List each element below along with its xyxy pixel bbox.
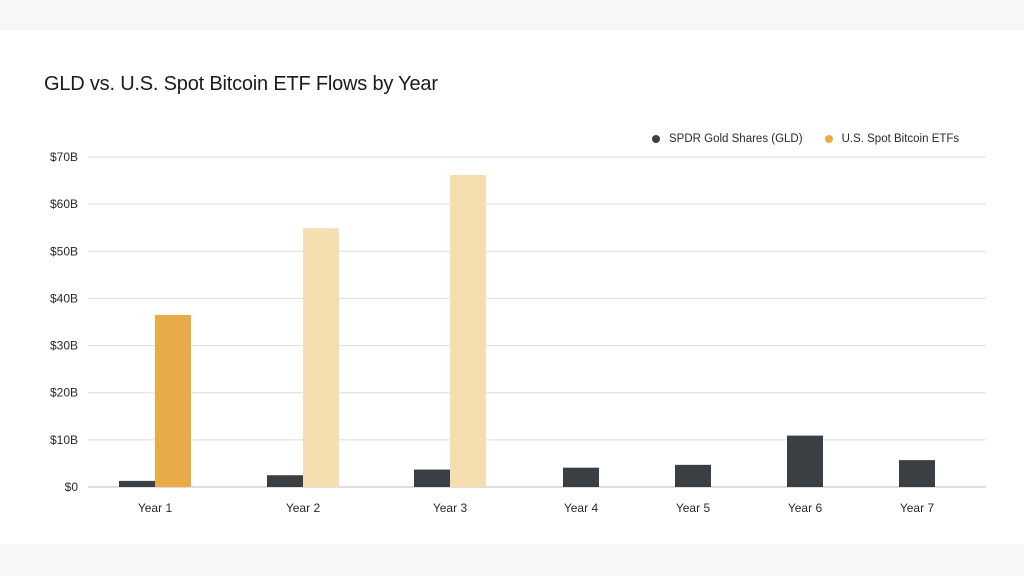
x-tick-label: Year 6: [788, 501, 823, 515]
bar-gld-6: [787, 435, 823, 487]
legend-item-bitcoin: U.S. Spot Bitcoin ETFs: [824, 133, 960, 145]
y-tick-label: $0: [65, 480, 79, 494]
legend-item-gld: SPDR Gold Shares (GLD): [652, 133, 803, 145]
bar-gld-7: [899, 460, 935, 487]
y-tick-label: $70B: [50, 150, 78, 164]
y-tick-label: $60B: [50, 197, 78, 211]
chart-legend: SPDR Gold Shares (GLD) U.S. Spot Bitcoin…: [652, 133, 959, 145]
grid-lines: [88, 156, 986, 488]
y-tick-label: $40B: [50, 291, 78, 305]
bar-gld-4: [563, 467, 599, 487]
bar-bitcoin-2: [303, 228, 339, 487]
x-tick-label: Year 1: [138, 501, 173, 515]
bars: [119, 174, 935, 487]
x-tick-label: Year 7: [900, 501, 935, 515]
bar-gld-1: [119, 480, 155, 487]
legend-swatch-gld: [652, 135, 660, 143]
x-tick-label: Year 5: [676, 501, 711, 515]
bar-gld-2: [267, 475, 303, 487]
y-tick-label: $10B: [50, 433, 78, 447]
legend-label-gld: SPDR Gold Shares (GLD): [669, 133, 803, 145]
chart-title: GLD vs. U.S. Spot Bitcoin ETF Flows by Y…: [44, 73, 438, 95]
legend-swatch-bitcoin: [824, 135, 833, 143]
x-tick-label: Year 2: [286, 501, 321, 515]
x-tick-label: Year 3: [433, 501, 468, 515]
bar-bitcoin-3: [450, 174, 486, 487]
legend-label-bitcoin: U.S. Spot Bitcoin ETFs: [841, 133, 960, 145]
y-tick-label: $50B: [50, 244, 78, 258]
y-axis-ticks: $0 $10B $20B $30B $40B $50B $60B $70B: [50, 150, 78, 494]
x-tick-label: Year 4: [564, 501, 599, 515]
x-axis-ticks: Year 1 Year 2 Year 3 Year 4 Year 5 Year 6 Year…: [138, 501, 935, 515]
y-tick-label: $20B: [50, 386, 78, 400]
bar-bitcoin-1: [155, 314, 191, 487]
bar-gld-5: [675, 464, 711, 487]
y-tick-label: $30B: [50, 339, 78, 353]
bar-gld-3: [414, 469, 450, 487]
